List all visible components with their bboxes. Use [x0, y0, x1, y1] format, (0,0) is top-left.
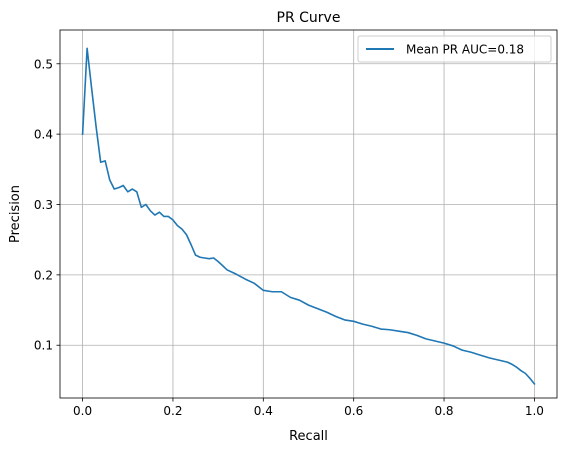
x-tick-label: 1.0	[525, 404, 544, 418]
x-tick-label: 0.8	[434, 404, 453, 418]
x-tick-label: 0.4	[254, 404, 273, 418]
x-tick-label: 0.0	[73, 404, 92, 418]
data-series	[81, 47, 536, 386]
legend-label: Mean PR AUC=0.18	[406, 43, 524, 57]
x-tick-label: 0.2	[163, 404, 182, 418]
grid-lines	[60, 30, 557, 398]
y-tick-label: 0.2	[34, 268, 53, 282]
y-tick-label: 0.4	[34, 128, 53, 142]
y-axis-label: Precision	[8, 185, 23, 243]
y-tick-label: 0.1	[34, 339, 53, 353]
x-axis-label: Recall	[289, 429, 328, 444]
legend-box	[357, 35, 552, 63]
plot-frame	[59, 29, 558, 399]
series-line-0	[81, 47, 536, 386]
chart-title: PR Curve	[277, 10, 341, 26]
legend: Mean PR AUC=0.18	[357, 35, 552, 63]
y-tick-label: 0.5	[34, 57, 53, 71]
axis-ticks: 0.0 0.2 0.4 0.6 0.8 1.0 0.1 0.2 0.3 0.4 0.5	[34, 57, 544, 418]
y-tick-label: 0.3	[34, 198, 53, 212]
x-tick-label: 0.6	[344, 404, 363, 418]
